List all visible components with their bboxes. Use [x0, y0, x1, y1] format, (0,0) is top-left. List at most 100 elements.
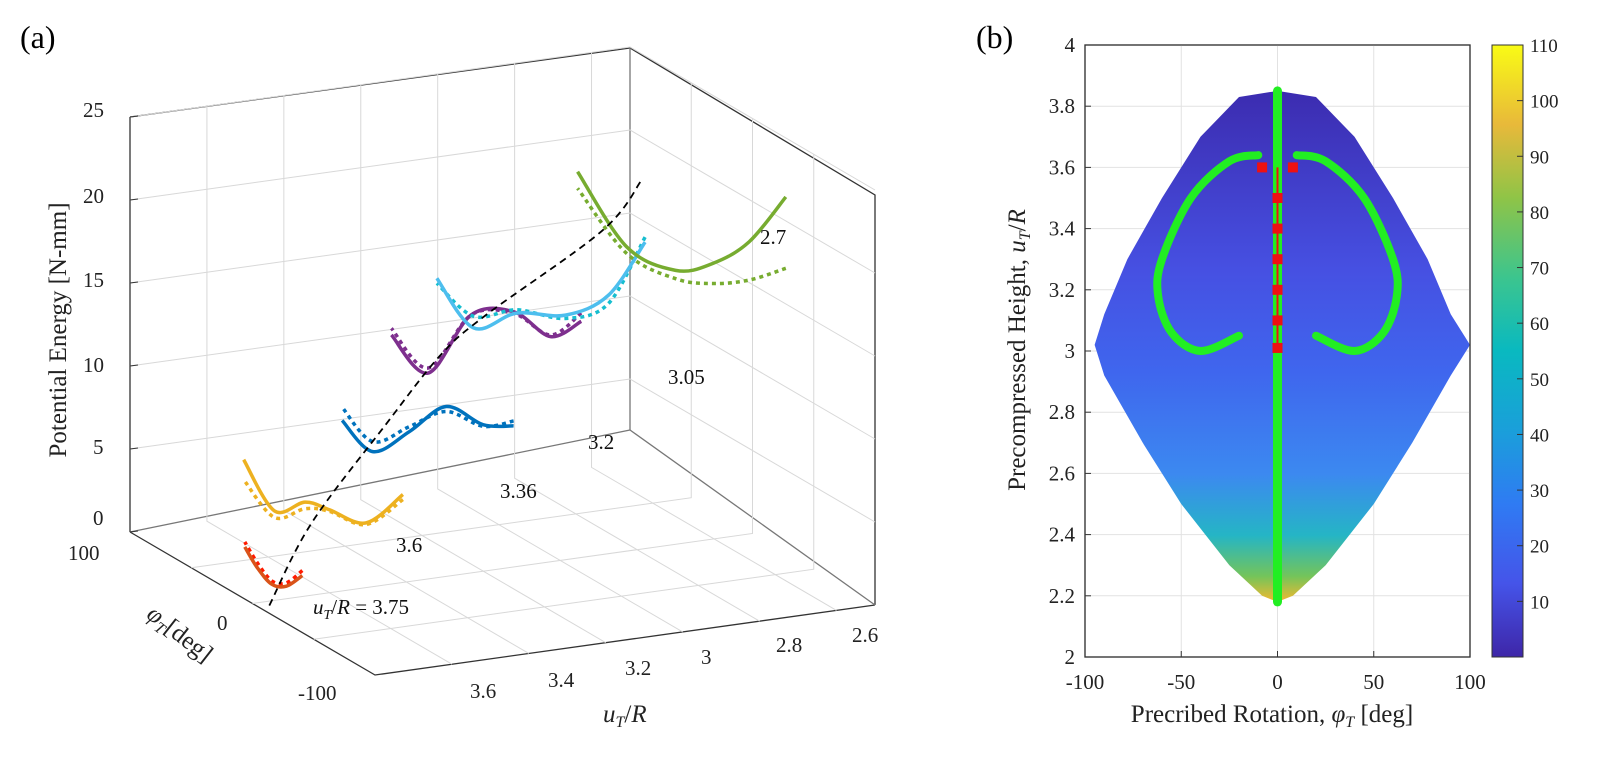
z-tick-mark — [129, 364, 139, 367]
grid-a-z — [129, 295, 876, 440]
cb-tick: 80 — [1530, 203, 1549, 224]
phi-axis-label: φT[deg] — [140, 600, 218, 670]
cb-tick: 100 — [1530, 92, 1559, 113]
label-2.7: 2.7 — [760, 225, 786, 249]
y-axis-label-b: Precompressed Height, uT/R — [1004, 209, 1034, 491]
cb-tick: 110 — [1530, 36, 1558, 57]
z-tick-15: 15 — [83, 268, 104, 292]
curve-dotted-2.7 — [576, 187, 787, 286]
z-tick-mark — [129, 281, 139, 284]
y-tick-b: 3.2 — [1049, 278, 1075, 302]
x-ticks-b: -100 -50 0 50 100 — [1066, 651, 1486, 694]
x-tick-b: -100 — [1066, 670, 1105, 694]
curves-a — [242, 170, 788, 589]
panel-a-label: (a) — [20, 19, 56, 55]
y-tick-b: 3.8 — [1049, 94, 1075, 118]
green-branch-1 — [1292, 151, 1402, 355]
u-ticks: 3.6 3.4 3.2 3 2.8 2.6 — [470, 623, 878, 703]
panel-b: (b) 2 2.2 2.4 2.6 2.8 3 3.2 3.4 3.6 3.8 4 -100 -50 0… — [976, 19, 1559, 731]
z-tick-mark — [129, 115, 139, 118]
y-tick-b: 2 — [1065, 645, 1076, 669]
z-axis-label: Potential Energy [N-mm] — [45, 202, 72, 457]
curve-solid-u_T/R = 3.75 — [243, 545, 304, 589]
y-tick-b: 3 — [1065, 339, 1076, 363]
minimum-energy-path — [268, 179, 643, 607]
u-tick-3.6: 3.6 — [470, 679, 496, 703]
grid-a-u — [591, 52, 837, 611]
red-markers — [1257, 162, 1298, 353]
curve-solid-3.36 — [340, 404, 514, 454]
y-tick-b: 2.8 — [1049, 400, 1075, 424]
y-tick-b: 3.6 — [1049, 155, 1075, 179]
cb-tick: 50 — [1530, 370, 1549, 391]
x-tick-b: 0 — [1272, 670, 1283, 694]
grid-a-u — [360, 84, 607, 644]
red-marker — [1257, 162, 1268, 173]
curve-solid-3.6 — [242, 458, 405, 525]
y-tick-b: 2.2 — [1049, 584, 1075, 608]
cb-tick: 70 — [1530, 259, 1549, 280]
z-ticks: 0 5 10 15 20 25 — [83, 98, 104, 530]
curve-solid-3.05 — [435, 241, 647, 331]
z-tick-mark — [129, 198, 139, 201]
u-tick-3.4: 3.4 — [548, 668, 575, 692]
z-tick-mark — [129, 447, 139, 450]
label-3.75: uT/R = 3.75 — [313, 595, 409, 623]
u-tick-3: 3 — [701, 645, 712, 669]
cb-tick: 90 — [1530, 147, 1549, 168]
cb-tick: 60 — [1530, 314, 1549, 335]
u-tick-3.2: 3.2 — [625, 656, 651, 680]
box-bottom-back-left — [129, 429, 631, 533]
phi-tick-neg100: -100 — [298, 681, 337, 705]
box-bottom-edges — [129, 531, 876, 676]
grid-a-z — [129, 378, 876, 523]
u-axis-label: uT/R — [603, 701, 647, 731]
box-back-top — [129, 47, 876, 605]
z-tick-25: 25 — [83, 98, 104, 122]
grid-a-z — [129, 129, 876, 274]
label-3.2: 3.2 — [588, 430, 614, 454]
y-tick-b: 2.6 — [1049, 461, 1075, 485]
z-tick-20: 20 — [83, 184, 104, 208]
u-tick-2.8: 2.8 — [776, 633, 802, 657]
z-tick-5: 5 — [93, 435, 104, 459]
green-branch-0 — [1153, 151, 1263, 355]
x-tick-b: -50 — [1167, 670, 1195, 694]
colorbar — [1491, 44, 1524, 658]
y-tick-b: 2.4 — [1049, 523, 1076, 547]
y-tick-b: 4 — [1065, 33, 1076, 57]
panel-b-label: (b) — [976, 19, 1013, 55]
cb-tick: 30 — [1530, 481, 1549, 502]
grid-a-phi — [313, 154, 815, 640]
y-ticks-b: 2 2.2 2.4 2.6 2.8 3 3.2 3.4 3.6 3.8 4 — [1049, 33, 1091, 669]
colorbar-ticks: 10 20 30 40 50 60 70 80 90 100 110 — [1517, 36, 1559, 613]
cb-tick: 20 — [1530, 537, 1549, 558]
curve-solid-2.7 — [576, 170, 788, 273]
box-frame-a — [129, 47, 876, 676]
grid-a — [129, 46, 876, 665]
z-tick-10: 10 — [83, 353, 104, 377]
cb-tick: 10 — [1530, 592, 1549, 613]
u-tick-2.6: 2.6 — [852, 623, 878, 647]
grid-a-z — [129, 212, 876, 357]
x-tick-b: 50 — [1363, 670, 1384, 694]
grid-a-u — [206, 106, 453, 665]
y-tick-b: 3.4 — [1049, 217, 1076, 241]
z-tick-mark — [129, 530, 139, 533]
phi-ticks: 100 0 -100 — [68, 541, 337, 705]
red-marker — [1287, 162, 1298, 173]
label-3.36: 3.36 — [500, 479, 537, 503]
curve-dotted-3.2 — [390, 307, 583, 370]
x-axis-label-b: Precribed Rotation, φT [deg] — [1131, 701, 1413, 731]
phi-tick-100: 100 — [68, 541, 100, 565]
curve-dotted-u_T/R = 3.75 — [243, 541, 304, 586]
panel-a: (a) 0 5 10 15 20 25 Potential Energy [N-… — [20, 19, 878, 731]
grid-a-u — [514, 63, 760, 622]
grid-a-phi — [191, 82, 692, 569]
cb-tick: 40 — [1530, 425, 1549, 446]
phi-tick-0: 0 — [217, 611, 228, 635]
x-tick-b: 100 — [1454, 670, 1486, 694]
z-tick-0: 0 — [93, 506, 104, 530]
grid-a-phi — [252, 118, 753, 604]
